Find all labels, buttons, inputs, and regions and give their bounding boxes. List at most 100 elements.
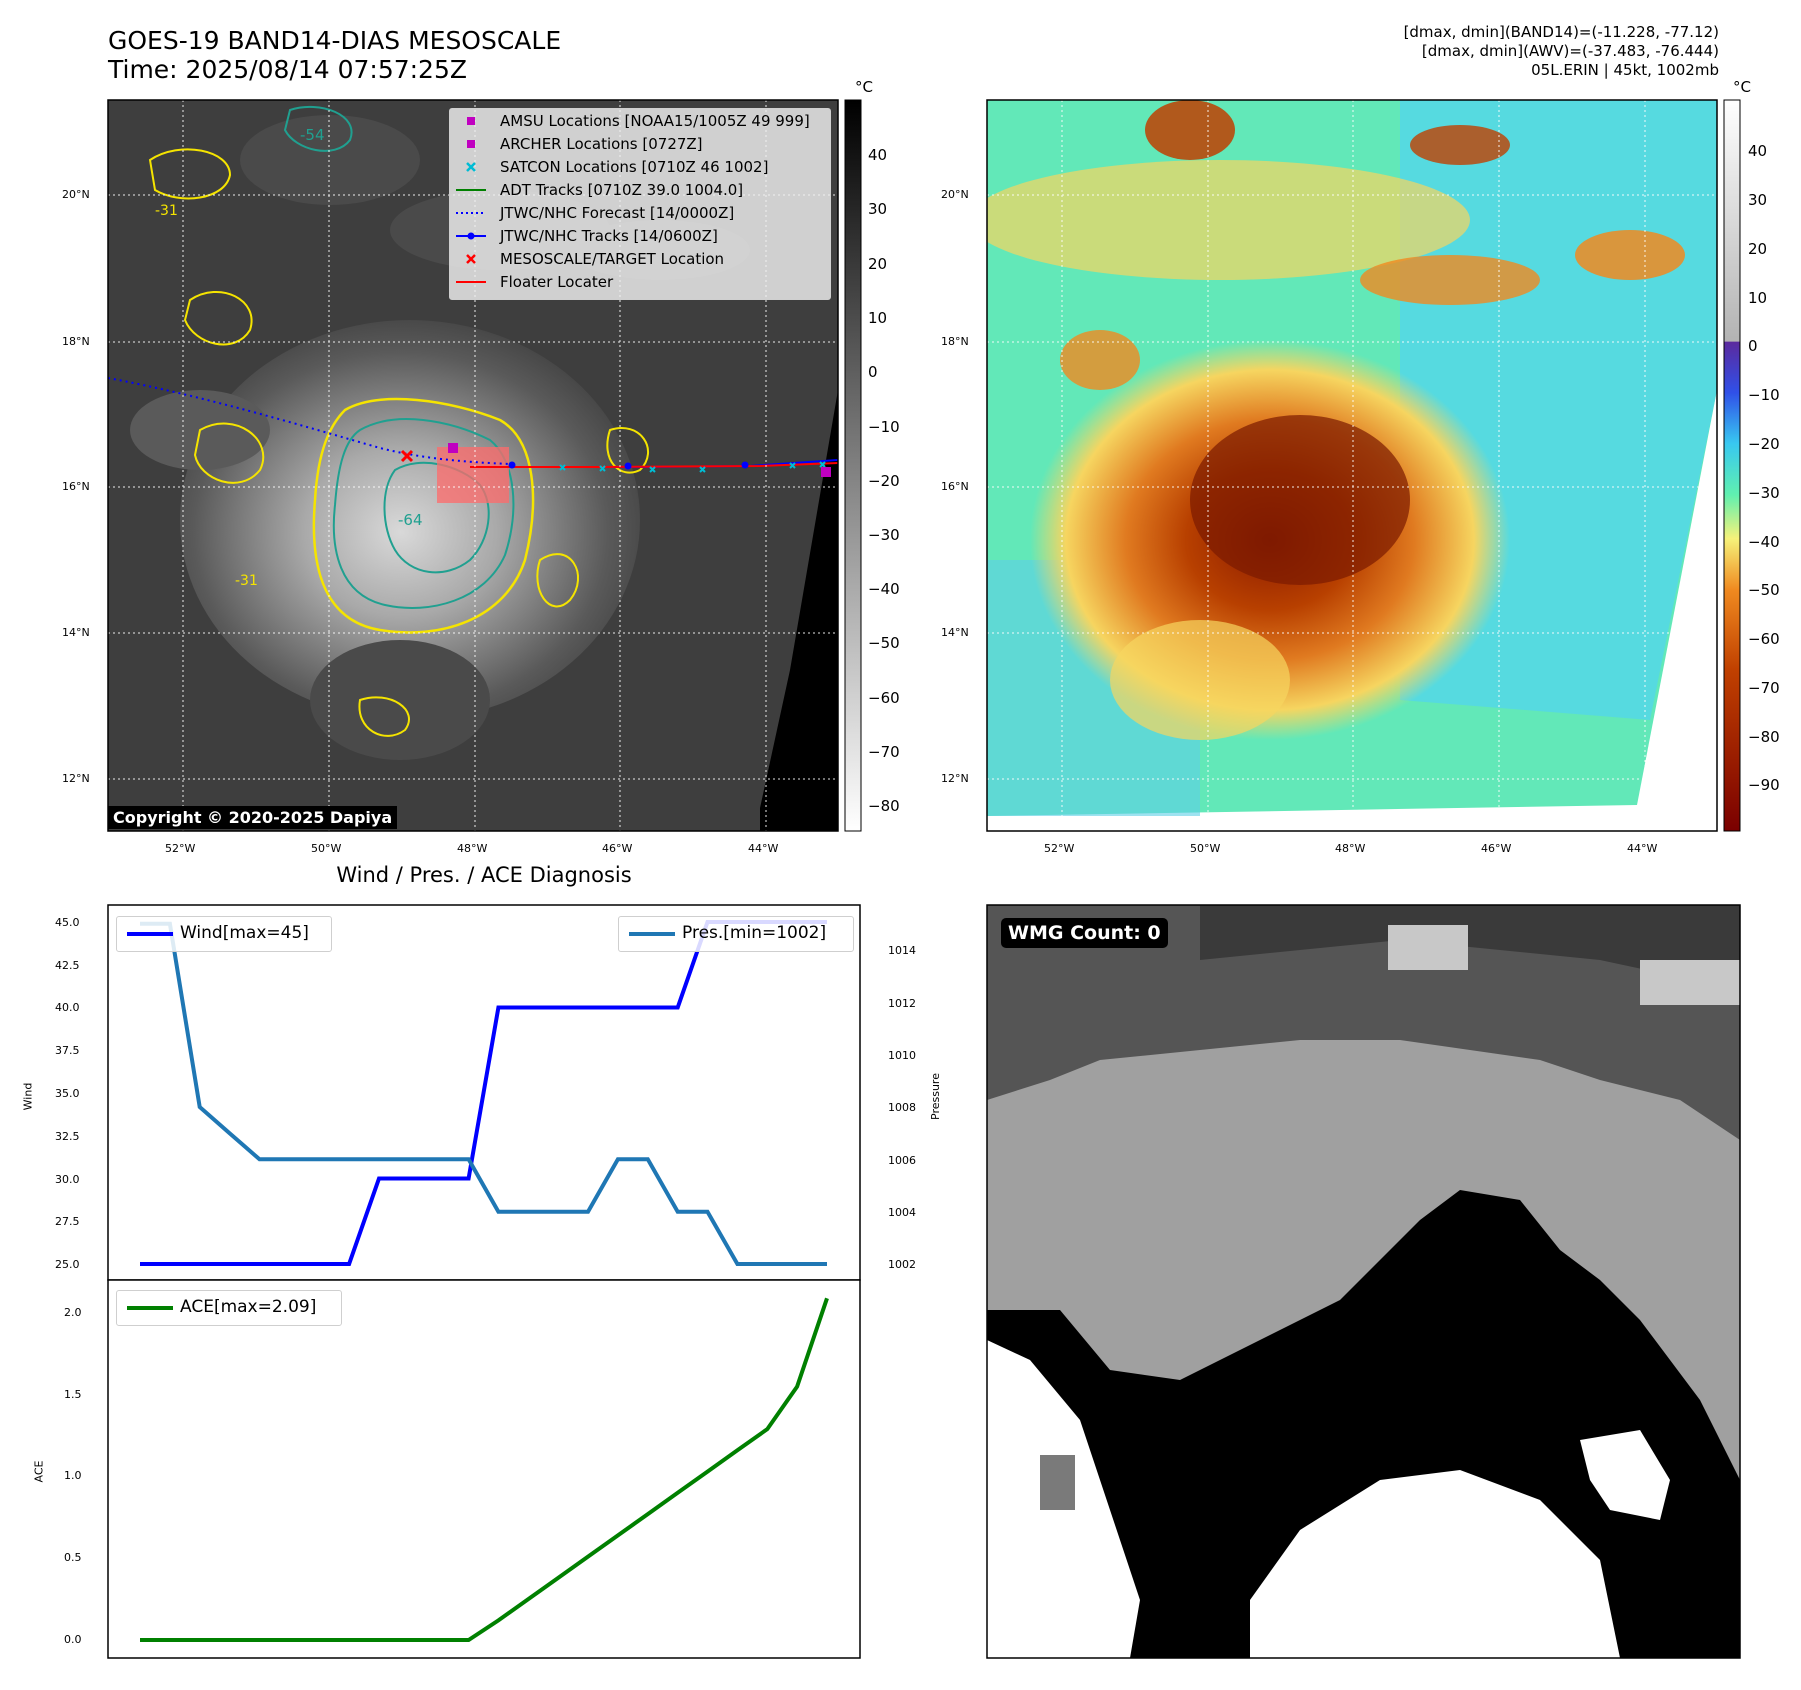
wind-tick: 32.5 [55, 1130, 80, 1143]
colorbar-tick: 30 [868, 200, 888, 218]
wind-tick: 40.0 [55, 1001, 80, 1014]
ace-panel [107, 1279, 861, 1659]
ace-legend-label: ACE[max=2.09] [180, 1297, 317, 1317]
legend-adt: ADT Tracks [0710Z 39.0 1004.0] [500, 181, 744, 199]
colorbar-tick: 0 [1748, 337, 1758, 355]
wmg-panel [986, 904, 1741, 1659]
lat-tick: 16°N [941, 480, 969, 493]
wmg-count-badge: WMG Count: 0 [1001, 918, 1168, 948]
colorbar-tick: 10 [1748, 289, 1768, 307]
lon-tick: 44°W [1627, 842, 1658, 855]
lon-tick: 52°W [165, 842, 196, 855]
svg-text:-31: -31 [155, 203, 178, 219]
colorbar-tick: 10 [868, 309, 888, 327]
wind-pres-panel [107, 904, 861, 1281]
gray-colorbar [844, 99, 862, 832]
ace-axis-label: ACE [32, 1460, 46, 1483]
colorbar-tick: −60 [868, 689, 900, 707]
colorbar-tick: −40 [868, 580, 900, 598]
wind-legend: Wind[max=45] [116, 916, 332, 952]
ace-tick: 2.0 [64, 1306, 82, 1319]
info-line-1: [dmax, dmin](BAND14)=(-11.228, -77.12) [1403, 23, 1719, 41]
ace-series-line [140, 1297, 829, 1642]
figure-info: [dmax, dmin](BAND14)=(-11.228, -77.12) [… [1404, 23, 1719, 80]
pres-tick: 1004 [888, 1206, 916, 1219]
map-legend: AMSU Locations [NOAA15/1005Z 49 999] ARC… [449, 108, 831, 300]
ace-tick: 0.0 [64, 1633, 82, 1646]
colorbar-tick: −70 [1748, 679, 1780, 697]
wind-tick: 42.5 [55, 959, 80, 972]
lat-tick: 14°N [941, 626, 969, 639]
wind-axis-label: Wind [21, 1082, 35, 1111]
wind-tick: 45.0 [55, 916, 80, 929]
colorbar-tick: −30 [868, 526, 900, 544]
pres-tick: 1002 [888, 1258, 916, 1271]
color-colorbar-unit: °C [1733, 78, 1751, 96]
lat-tick: 16°N [62, 480, 90, 493]
pres-tick: 1014 [888, 944, 916, 957]
colorbar-tick: −50 [868, 634, 900, 652]
pres-tick: 1006 [888, 1154, 916, 1167]
lat-tick: 14°N [62, 626, 90, 639]
wind-tick: 27.5 [55, 1215, 80, 1228]
colorbar-tick: −60 [1748, 630, 1780, 648]
lon-tick: 52°W [1044, 842, 1075, 855]
svg-text:-64: -64 [398, 511, 423, 529]
colorbar-tick: 20 [868, 255, 888, 273]
lat-tick: 12°N [941, 772, 969, 785]
lat-tick: 12°N [62, 772, 90, 785]
color-colorbar [1723, 99, 1741, 832]
wind-tick: 25.0 [55, 1258, 80, 1271]
colorbar-tick: −10 [868, 418, 900, 436]
copyright-badge: Copyright © 2020-2025 Dapiya [108, 806, 398, 829]
legend-satcon: SATCON Locations [0710Z 46 1002] [500, 158, 769, 176]
colorbar-tick: 20 [1748, 240, 1768, 258]
colorbar-tick: −80 [868, 797, 900, 815]
lat-tick: 18°N [941, 335, 969, 348]
colorbar-tick: −50 [1748, 581, 1780, 599]
wind-tick: 37.5 [55, 1044, 80, 1057]
lon-tick: 46°W [1481, 842, 1512, 855]
lat-tick: 18°N [62, 335, 90, 348]
pres-tick: 1008 [888, 1101, 916, 1114]
ace-tick: 1.5 [64, 1388, 82, 1401]
colorbar-tick: −20 [868, 472, 900, 490]
legend-target: MESOSCALE/TARGET Location [500, 250, 725, 268]
lon-tick: 50°W [1190, 842, 1221, 855]
lat-tick: 20°N [62, 188, 90, 201]
wind-tick: 35.0 [55, 1087, 80, 1100]
ace-tick: 0.5 [64, 1551, 82, 1564]
colorbar-tick: −20 [1748, 435, 1780, 453]
legend-archer: ARCHER Locations [0727Z] [500, 135, 703, 153]
pres-legend: Pres.[min=1002] [618, 916, 854, 952]
pres-axis-label: Pressure [928, 1073, 942, 1120]
svg-text:-54: -54 [300, 126, 325, 144]
lon-tick: 48°W [457, 842, 488, 855]
wind-tick: 30.0 [55, 1173, 80, 1186]
legend-tracks: JTWC/NHC Tracks [14/0600Z] [500, 227, 718, 245]
pres-legend-swatch [629, 932, 675, 936]
colorbar-tick: 30 [1748, 191, 1768, 209]
lat-tick: 20°N [941, 188, 969, 201]
legend-amsu: AMSU Locations [NOAA15/1005Z 49 999] [500, 112, 810, 130]
colorbar-tick: 40 [868, 146, 888, 164]
pres-series-line [140, 921, 827, 1266]
colorbar-tick: 40 [1748, 142, 1768, 160]
info-line-3: 05L.ERIN | 45kt, 1002mb [1531, 61, 1719, 79]
colorbar-tick: −30 [1748, 484, 1780, 502]
legend-floater: Floater Locater [500, 273, 614, 291]
lon-tick: 50°W [311, 842, 342, 855]
awv-map-image [987, 100, 1717, 831]
colorbar-tick: −80 [1748, 728, 1780, 746]
title-line-1: GOES-19 BAND14-DIAS MESOSCALE [108, 26, 562, 55]
awv-map-panel [986, 99, 1718, 832]
lon-tick: 44°W [748, 842, 779, 855]
ace-tick: 1.0 [64, 1469, 82, 1482]
legend-forecast: JTWC/NHC Forecast [14/0000Z] [500, 204, 735, 222]
title-line-2: Time: 2025/08/14 07:57:25Z [108, 55, 467, 84]
legend-markers [456, 117, 486, 283]
colorbar-tick: 0 [868, 363, 878, 381]
pres-legend-label: Pres.[min=1002] [682, 923, 827, 943]
svg-text:-31: -31 [235, 573, 258, 589]
